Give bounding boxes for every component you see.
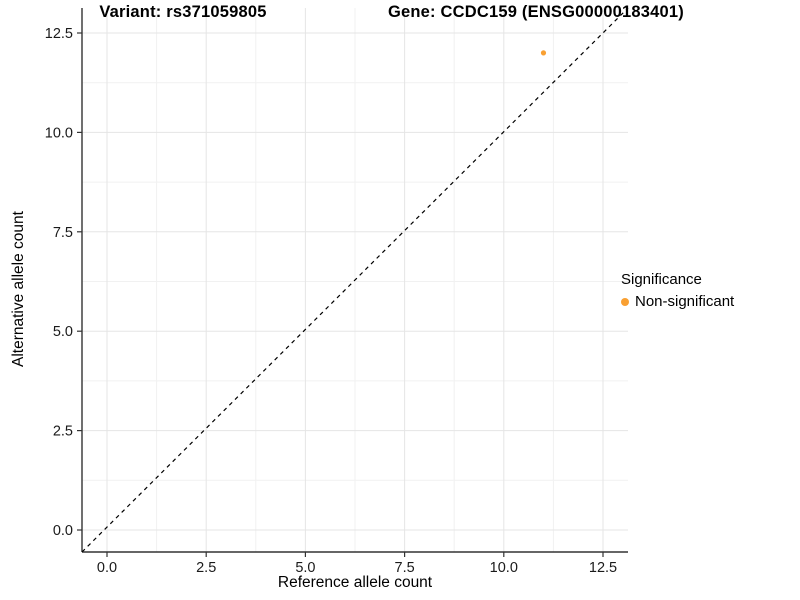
plot-title-variant: Variant: rs371059805 — [99, 3, 267, 21]
x-tick-label: 2.5 — [196, 560, 216, 576]
plot-title-gene: Gene: CCDC159 (ENSG00000183401) — [387, 3, 685, 21]
x-tick-label: 7.5 — [395, 560, 415, 576]
legend: Significance Non-significant — [621, 271, 734, 310]
y-tick-label: 10.0 — [45, 125, 73, 141]
y-tick-label: 5.0 — [53, 324, 73, 340]
x-axis-title: Reference allele count — [277, 574, 433, 591]
x-tick-label: 12.5 — [589, 560, 617, 576]
identity-line — [81, 7, 629, 553]
x-tick-label: 0.0 — [97, 560, 117, 576]
y-tick-label: 0.0 — [53, 523, 73, 539]
legend-item-non-significant: Non-significant — [621, 293, 734, 310]
data-point — [540, 50, 547, 56]
x-tick-label: 5.0 — [295, 560, 315, 576]
legend-title: Significance — [621, 271, 702, 288]
y-axis-title: Alternative allele count — [10, 211, 27, 367]
y-tick-label: 2.5 — [53, 424, 73, 440]
y-tick-label: 12.5 — [45, 26, 73, 42]
x-tick-label: 10.0 — [490, 560, 518, 576]
y-tick-label: 7.5 — [53, 225, 73, 241]
legend-dot-icon — [621, 297, 629, 306]
legend-item-label: Non-significant — [635, 293, 735, 310]
